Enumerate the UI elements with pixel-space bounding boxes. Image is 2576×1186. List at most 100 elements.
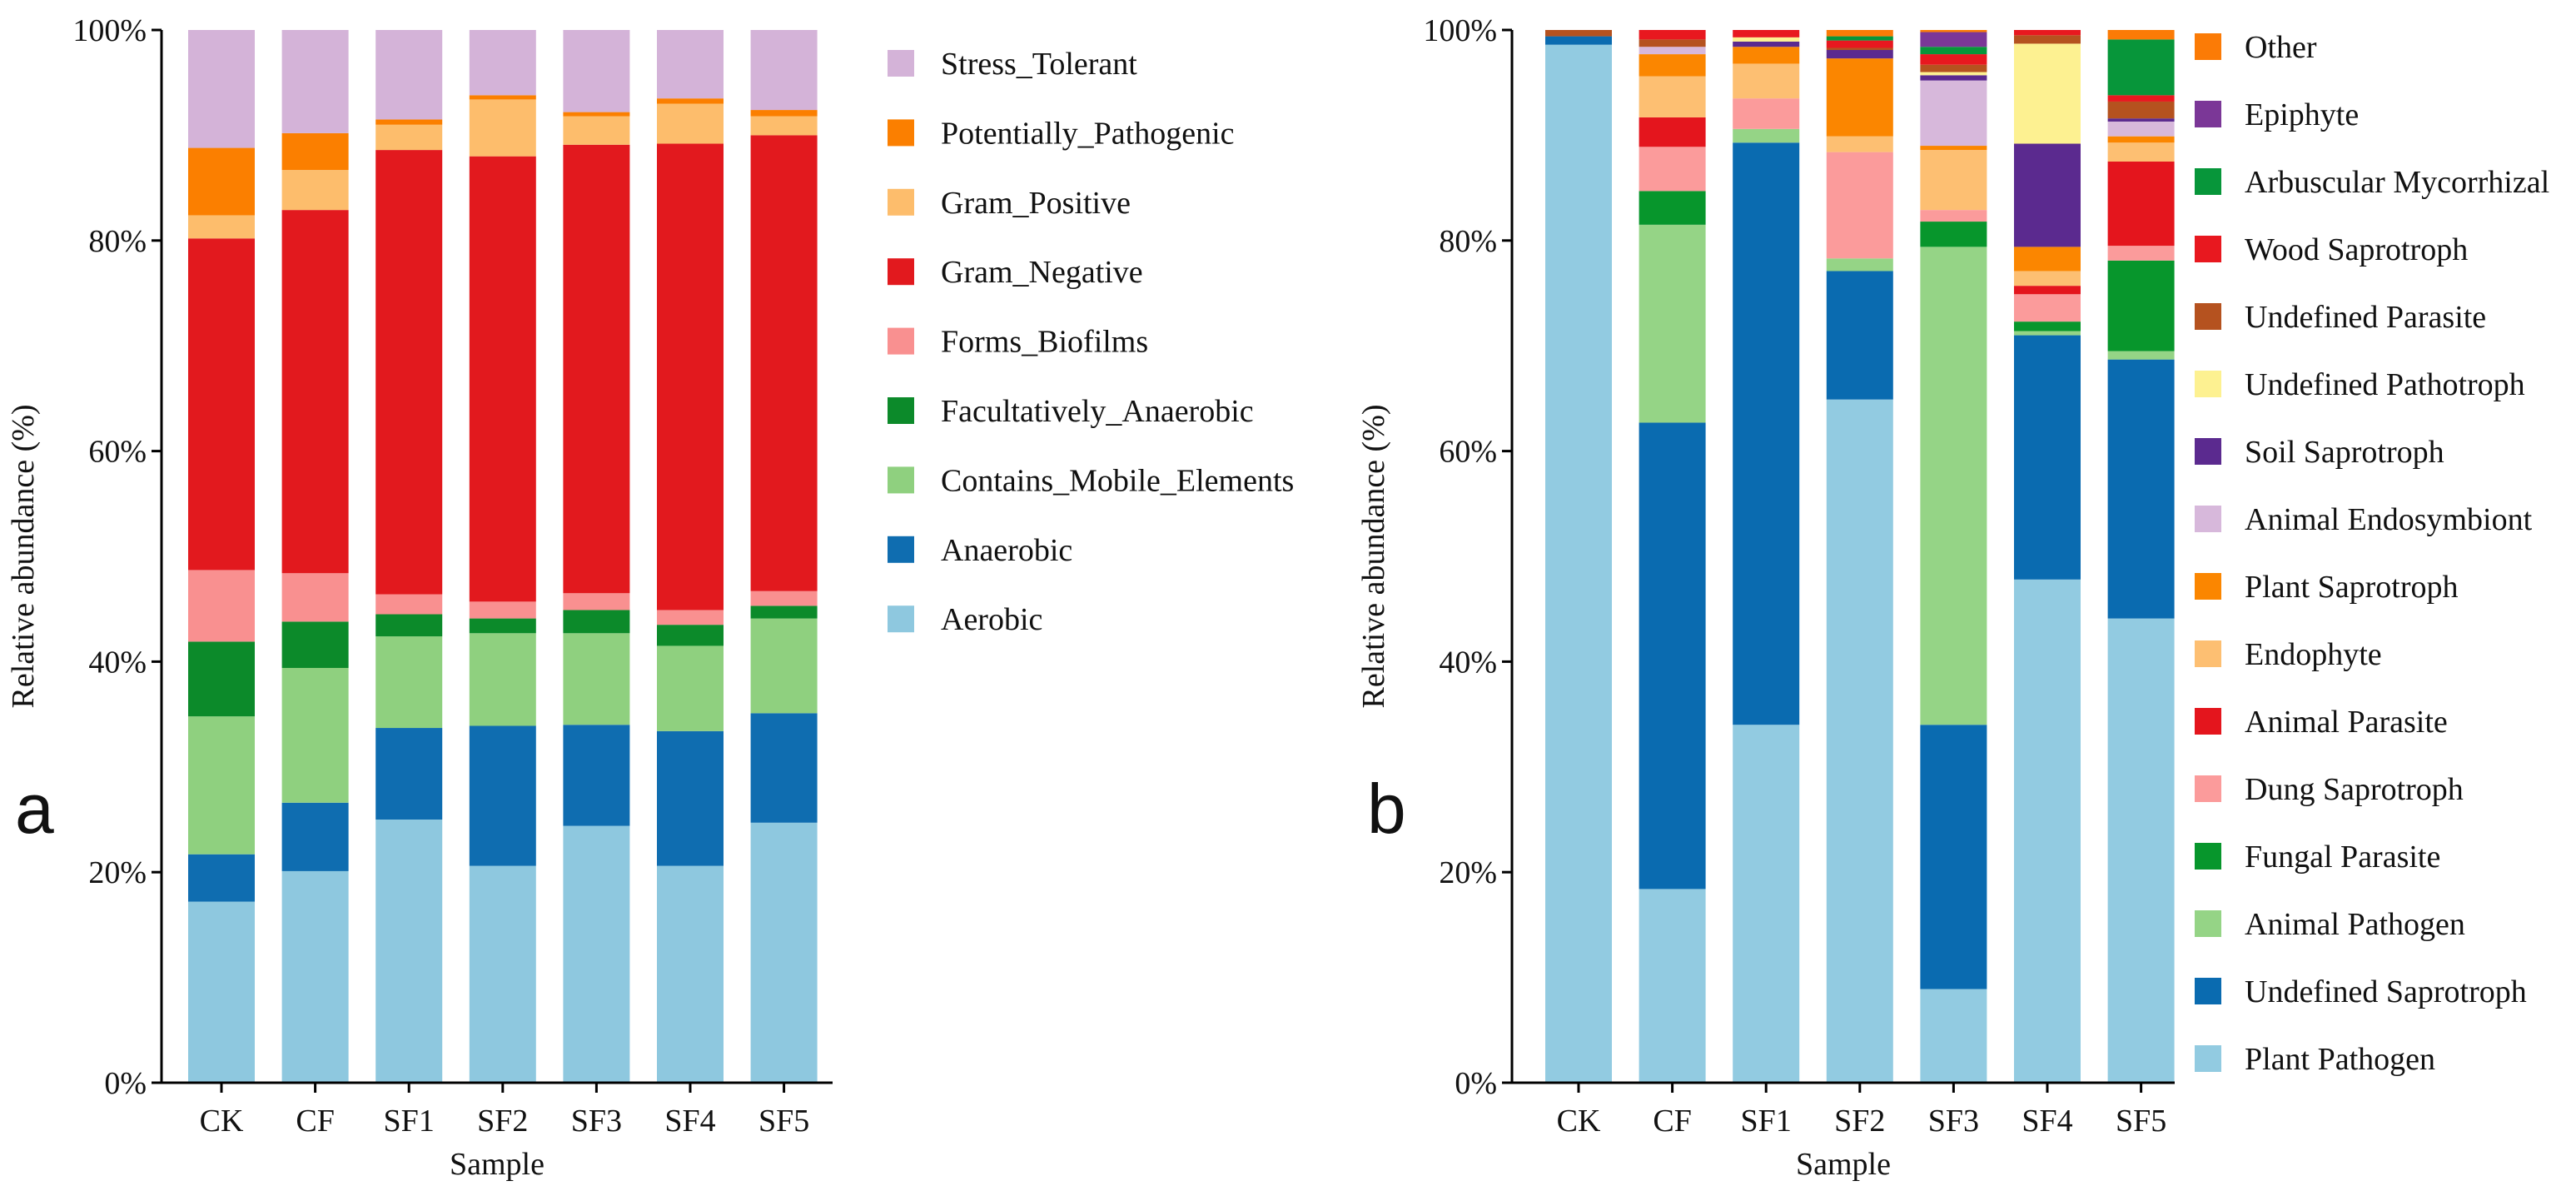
bar-segment-SF5-fungal-parasite bbox=[2107, 260, 2175, 351]
bar-segment-SF4-facultatively-anaerobic bbox=[657, 625, 724, 646]
bar-segment-CF-contains-mobile-elements bbox=[281, 667, 349, 803]
bar-segment-CK-anaerobic bbox=[188, 854, 255, 902]
x-axis-title: Sample bbox=[1796, 1147, 1891, 1182]
legend-label: Contains_Mobile_Elements bbox=[941, 463, 1294, 498]
x-tick-label: SF3 bbox=[1928, 1104, 1979, 1139]
bar-segment-SF3-anaerobic bbox=[563, 725, 630, 826]
panel-label: a bbox=[15, 770, 54, 848]
bar-segment-SF2-wood-saprotroph bbox=[1826, 40, 1893, 48]
bar-segment-CK-aerobic bbox=[188, 901, 255, 1083]
legend-swatch bbox=[888, 327, 914, 355]
bar-segment-SF3-dung-saprotroph bbox=[1920, 210, 1987, 222]
legend-swatch bbox=[888, 397, 914, 424]
y-tick-label: 60% bbox=[88, 435, 147, 470]
legend-swatch bbox=[2195, 978, 2221, 1004]
bar-segment-SF4-gram-negative bbox=[657, 143, 724, 610]
bar-segment-SF3-potentially-pathogenic bbox=[563, 112, 630, 117]
bar-segment-SF4-dung-saprotroph bbox=[2014, 294, 2081, 322]
legend-swatch bbox=[888, 466, 914, 494]
y-tick-label: 100% bbox=[1423, 13, 1497, 48]
legend-label: Dung Saprotroph bbox=[2245, 772, 2464, 807]
bar-segment-SF3-undefined-saprotroph bbox=[1920, 725, 1987, 989]
bar-segment-SF2-arbuscular-mycorrhizal bbox=[1826, 36, 1893, 41]
bar-segment-SF2-undefined-parasite bbox=[1826, 47, 1893, 51]
bar-segment-CF-potentially-pathogenic bbox=[281, 132, 349, 171]
bar-segment-SF1-anaerobic bbox=[375, 728, 443, 820]
bar-segment-CK-contains-mobile-elements bbox=[188, 716, 255, 855]
legend-swatch bbox=[2195, 573, 2221, 600]
bar-segment-SF1-plant-saprotroph bbox=[1733, 47, 1800, 64]
bar-segment-CF-undefined-saprotroph bbox=[1639, 422, 1706, 890]
chart-b: CK CF SF1 SF2 SF3 SF4 SF5 0% 20% 40% 60% 80% 100% Sam… bbox=[1356, 13, 2549, 1182]
x-tick-label: SF1 bbox=[384, 1104, 435, 1139]
bar-segment-SF4-undefined-parasite bbox=[2014, 35, 2081, 44]
bar-segment-SF3-other bbox=[1920, 30, 1987, 32]
y-tick-label: 0% bbox=[1455, 1066, 1497, 1101]
legend-swatch bbox=[2195, 303, 2221, 330]
bar-segment-SF1-endophyte bbox=[1733, 63, 1800, 99]
bar-segment-SF3-animal-pathogen bbox=[1920, 247, 1987, 725]
bar-segment-SF4-animal-parasite bbox=[2014, 286, 2081, 295]
legend-swatch bbox=[888, 258, 914, 286]
legend-label: Animal Parasite bbox=[2245, 705, 2448, 740]
x-tick-label: SF3 bbox=[571, 1104, 622, 1139]
bar-segment-SF1-facultatively-anaerobic bbox=[375, 614, 443, 637]
bar-segment-SF5-animal-parasite bbox=[2107, 162, 2175, 247]
bar-segment-SF4-gram-positive bbox=[657, 103, 724, 144]
bar-segment-SF2-facultatively-anaerobic bbox=[469, 618, 536, 634]
legend-swatch bbox=[2195, 843, 2221, 870]
bar-segment-SF4-fungal-parasite bbox=[2014, 321, 2081, 331]
panel-label: b bbox=[1367, 770, 1406, 848]
bar-segment-SF3-gram-positive bbox=[563, 116, 630, 145]
legend-swatch bbox=[2195, 33, 2221, 60]
bar-segment-SF2-aerobic bbox=[469, 865, 536, 1083]
x-tick-label: CF bbox=[296, 1104, 334, 1139]
bar-segment-SF5-potentially-pathogenic bbox=[750, 110, 818, 117]
bar-segment-CF-fungal-parasite bbox=[1639, 191, 1706, 225]
legend-swatch bbox=[2195, 775, 2221, 802]
bar-segment-SF5-plant-pathogen bbox=[2107, 618, 2175, 1083]
bar-segment-CF-endophyte bbox=[1639, 76, 1706, 117]
y-tick-label: 20% bbox=[88, 855, 147, 890]
legend-swatch bbox=[2195, 101, 2221, 127]
bar-segment-SF4-wood-saprotroph bbox=[2014, 30, 2081, 36]
legend-swatch bbox=[2195, 438, 2221, 465]
legend-label: Forms_Biofilms bbox=[941, 325, 1148, 360]
bar-segment-SF1-gram-positive bbox=[375, 124, 443, 151]
legend-label: Epiphyte bbox=[2245, 97, 2359, 132]
bar-segment-CF-wood-saprotroph bbox=[1639, 30, 1706, 40]
bar-segment-SF4-anaerobic bbox=[657, 730, 724, 866]
legend-label: Undefined Saprotroph bbox=[2245, 974, 2527, 1009]
bar-segment-SF5-arbuscular-mycorrhizal bbox=[2107, 39, 2175, 96]
bar-segment-SF5-plant-saprotroph bbox=[2107, 136, 2175, 143]
bar-segment-SF4-undefined-saprotroph bbox=[2014, 335, 2081, 580]
bar-segment-SF3-epiphyte bbox=[1920, 32, 1987, 47]
bar-segment-SF4-stress-tolerant bbox=[657, 30, 724, 99]
bar-segment-CF-gram-negative bbox=[281, 210, 349, 574]
chart-a: CK CF SF1 SF2 SF3 SF4 SF5 0% 20% 40% 60% 80% 100% Sam… bbox=[6, 13, 1294, 1182]
legend-label: Gram_Negative bbox=[941, 255, 1143, 290]
bar-segment-CF-aerobic bbox=[281, 870, 349, 1083]
bar-segment-SF3-animal-endosymbiont bbox=[1920, 80, 1987, 147]
bar-segment-CF-facultatively-anaerobic bbox=[281, 621, 349, 668]
x-tick-label: SF5 bbox=[758, 1104, 809, 1139]
legend-swatch bbox=[2195, 708, 2221, 735]
legend-swatch bbox=[888, 536, 914, 563]
bar-segment-SF5-animal-pathogen bbox=[2107, 351, 2175, 360]
bar-segment-SF5-dung-saprotroph bbox=[2107, 246, 2175, 261]
bar-segment-SF4-forms-biofilms bbox=[657, 610, 724, 625]
bar-segment-SF1-forms-biofilms bbox=[375, 594, 443, 615]
bar-segment-CF-gram-positive bbox=[281, 170, 349, 211]
bar-segment-SF4-plant-saprotroph bbox=[2014, 247, 2081, 272]
legend-label: Aerobic bbox=[941, 602, 1042, 637]
bar-segment-CF-anaerobic bbox=[281, 802, 349, 871]
bar-segment-CK-stress-tolerant bbox=[188, 30, 255, 148]
bar-segment-SF2-soil-saprotroph bbox=[1826, 50, 1893, 59]
bar-segment-SF1-animal-pathogen bbox=[1733, 128, 1800, 143]
legend-swatch bbox=[888, 50, 914, 77]
bar-segment-SF3-aerobic bbox=[563, 825, 630, 1083]
bar-segment-SF3-forms-biofilms bbox=[563, 593, 630, 610]
bar-segment-CF-plant-saprotroph bbox=[1639, 54, 1706, 77]
y-tick-label: 60% bbox=[1439, 435, 1497, 470]
